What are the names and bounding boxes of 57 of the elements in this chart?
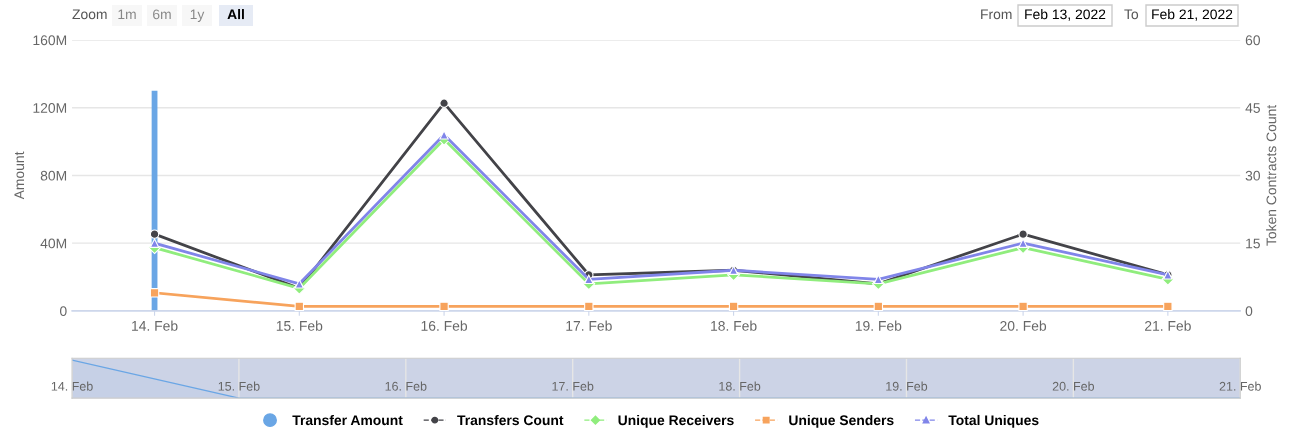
y2-tick-label: 15 bbox=[1246, 238, 1260, 249]
y2-axis-title: Token Contracts Count bbox=[1266, 104, 1277, 246]
x-tick-label: 19. Feb bbox=[855, 320, 902, 331]
point bbox=[1018, 301, 1028, 311]
point bbox=[439, 98, 449, 108]
x-tick-label: 19. Feb bbox=[886, 381, 928, 391]
legend-label: Unique Senders bbox=[789, 414, 894, 428]
text: All bbox=[227, 9, 244, 20]
point bbox=[149, 238, 160, 248]
x-tick-label: 15. Feb bbox=[276, 320, 323, 331]
x-tick-label: 18. Feb bbox=[711, 320, 757, 331]
point bbox=[1018, 229, 1028, 239]
point bbox=[873, 301, 884, 311]
x-tick-label: 16. Feb bbox=[385, 381, 427, 391]
y-tick-label: 120M bbox=[33, 103, 67, 113]
text: Zoom bbox=[72, 9, 107, 20]
x-tick-label: 21. Feb bbox=[1145, 320, 1191, 331]
x-tick-label: 20. Feb bbox=[1000, 320, 1047, 331]
point bbox=[149, 288, 160, 298]
y-tick-label: 0 bbox=[60, 306, 67, 317]
text: 6m bbox=[153, 9, 171, 20]
text: From bbox=[981, 9, 1012, 20]
point bbox=[294, 279, 305, 289]
point bbox=[584, 301, 594, 311]
x-tick-label: 16. Feb bbox=[421, 320, 468, 331]
legend-label: Unique Receivers bbox=[618, 414, 734, 428]
y-tick-label: 40M bbox=[40, 238, 67, 249]
x-tick-label: 15. Feb bbox=[218, 381, 260, 391]
y2-tick-label: 0 bbox=[1245, 306, 1253, 317]
x-tick-label: 18. Feb bbox=[719, 381, 761, 391]
x-tick-label: 21. Feb bbox=[1219, 381, 1261, 391]
point bbox=[149, 229, 160, 239]
x-tick-label: 14. Feb bbox=[132, 320, 178, 331]
legend-label: Transfers Count bbox=[457, 414, 564, 426]
point bbox=[1018, 238, 1028, 248]
y2-tick-label: 30 bbox=[1245, 170, 1261, 181]
y2-tick-label: 45 bbox=[1245, 103, 1260, 113]
y-axis-title: Amount bbox=[14, 151, 25, 200]
legend-label: Transfer Amount bbox=[292, 414, 403, 426]
text: To bbox=[1124, 9, 1139, 20]
text: 1y bbox=[190, 9, 205, 22]
point bbox=[728, 301, 739, 311]
y-tick-label: 80M bbox=[40, 170, 67, 181]
legend-label: Total Uniques bbox=[948, 414, 1039, 428]
text: 1m bbox=[118, 9, 136, 20]
y-tick-label: 160M bbox=[33, 35, 67, 46]
y2-tick-label: 60 bbox=[1245, 35, 1261, 46]
point bbox=[584, 274, 594, 285]
x-tick-label: 17. Feb bbox=[566, 320, 612, 331]
text: Feb 13, 2022 bbox=[1025, 9, 1106, 21]
point bbox=[294, 301, 305, 311]
x-tick-label: 20. Feb bbox=[1052, 381, 1095, 391]
point bbox=[1163, 301, 1173, 311]
x-tick-label: 17. Feb bbox=[552, 381, 594, 391]
text: Feb 21, 2022 bbox=[1152, 9, 1233, 21]
point bbox=[439, 301, 449, 311]
x-tick-label: 14. Feb bbox=[51, 381, 93, 391]
